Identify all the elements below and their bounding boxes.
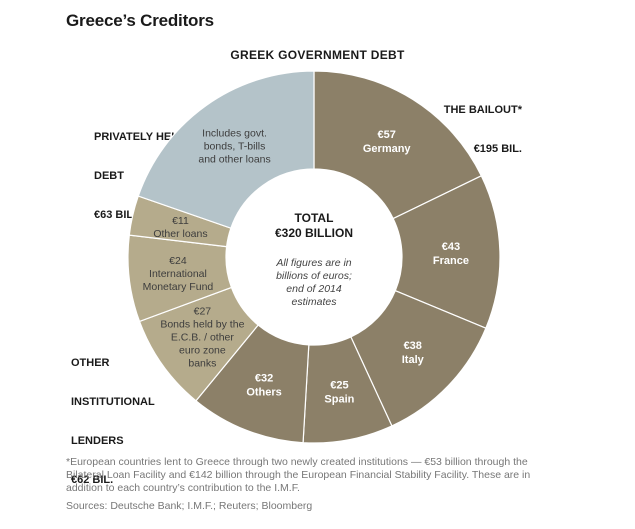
name-label-bonds-held-by-the-e-c-b-other-euro-zone-banks-2: E.C.B. / other — [171, 331, 235, 343]
private-label-line3: €63 BIL. — [94, 209, 137, 221]
name-label-includes-govt-bonds-t-bills-and-other-loans-2: bonds, T-bills — [204, 140, 266, 152]
value-label-international-monetary-fund: €24 — [169, 255, 187, 267]
value-label-bonds-held-by-the-e-c-b-other-euro-zone-banks: €27 — [194, 305, 212, 317]
center-total-value: €320 BILLION — [275, 226, 353, 240]
institutional-group-label: OTHER INSTITUTIONAL LENDERS €62 BIL. — [71, 331, 155, 500]
value-label-italy: €38 — [404, 340, 422, 352]
institutional-label-line2: INSTITUTIONAL — [71, 396, 155, 408]
institutional-label-line4: €62 BIL. — [71, 474, 114, 486]
donut-slices — [127, 70, 501, 444]
slice-includes-govt-bonds-t-bills-and-other-loans — [137, 70, 315, 229]
institutional-label-line3: LENDERS — [71, 435, 124, 447]
name-label-others-1: Others — [246, 387, 281, 399]
bailout-label-line2: €195 BIL. — [473, 143, 522, 155]
center-note-line-1: All figures are in — [275, 257, 351, 269]
value-label-france: €43 — [442, 241, 460, 253]
name-label-spain-1: Spain — [324, 394, 354, 406]
bailout-group-label: THE BAILOUT* €195 BIL. — [440, 78, 522, 169]
name-label-bonds-held-by-the-e-c-b-other-euro-zone-banks-3: euro zone — [179, 344, 226, 356]
chart-subtitle: GREEK GOVERNMENT DEBT — [230, 48, 405, 62]
name-label-includes-govt-bonds-t-bills-and-other-loans-1: Includes govt. — [202, 127, 267, 139]
name-label-other-loans-1: Other loans — [153, 228, 207, 240]
name-label-italy-1: Italy — [402, 354, 425, 366]
private-label-line2: DEBT — [94, 170, 124, 182]
donut-center: TOTAL €320 BILLION All figures are in bi… — [275, 211, 353, 308]
center-note-line-4: estimates — [292, 296, 338, 308]
institutional-label-line1: OTHER — [71, 357, 110, 369]
center-note-line-3: end of 2014 — [286, 283, 342, 295]
bailout-label-line1: THE BAILOUT* — [443, 104, 522, 116]
value-label-germany: €57 — [378, 129, 396, 141]
sources: Sources: Deutsche Bank; I.M.F.; Reuters;… — [66, 500, 313, 512]
value-label-other-loans: €11 — [172, 215, 189, 227]
slice-germany — [313, 70, 483, 220]
donut-labels: €57 Germany €43 France €38 Italy €25 Spain €32 Ot… — [143, 127, 469, 405]
value-label-spain: €25 — [330, 380, 348, 392]
chart-title: Greece’s Creditors — [66, 11, 214, 30]
name-label-includes-govt-bonds-t-bills-and-other-loans-3: and other loans — [198, 153, 270, 165]
value-label-others: €32 — [255, 373, 273, 385]
footnote: *European countries lent to Greece throu… — [66, 456, 531, 494]
name-label-germany-1: Germany — [363, 143, 412, 155]
name-label-france-1: France — [433, 255, 469, 267]
name-label-international-monetary-fund-1: International — [149, 268, 207, 280]
name-label-international-monetary-fund-2: Monetary Fund — [143, 281, 214, 293]
name-label-bonds-held-by-the-e-c-b-other-euro-zone-banks-1: Bonds held by the — [160, 318, 244, 330]
center-total-label: TOTAL — [295, 211, 334, 225]
center-note-line-2: billions of euros; — [276, 270, 352, 282]
name-label-bonds-held-by-the-e-c-b-other-euro-zone-banks-4: banks — [188, 357, 216, 369]
